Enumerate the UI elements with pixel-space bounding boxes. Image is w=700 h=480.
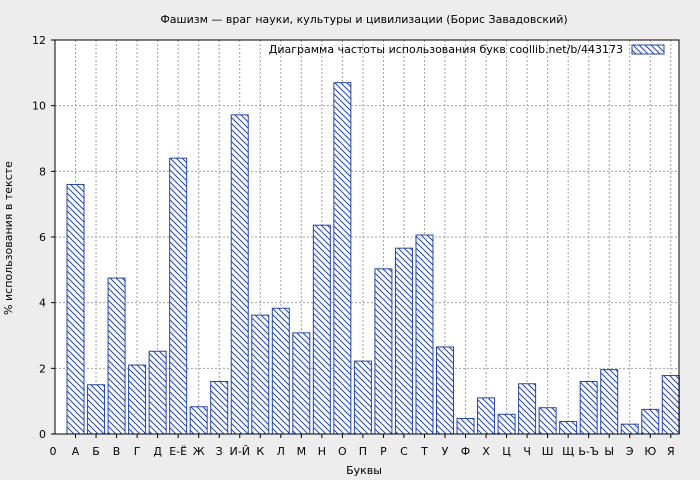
- x-tick-label: Ь-Ъ: [578, 445, 599, 458]
- x-axis-title: Буквы: [346, 464, 382, 477]
- bar-Д: [148, 350, 167, 435]
- bar-Р: [374, 268, 393, 435]
- bar-Т: [415, 234, 434, 435]
- x-tick-label: Д: [153, 445, 162, 458]
- bars: [66, 82, 680, 435]
- bar-Г: [128, 364, 147, 435]
- x-tick-label: Х: [482, 445, 490, 458]
- y-tick-label: 6: [39, 231, 46, 244]
- bar-Ш: [538, 407, 557, 435]
- bar-И-Й: [230, 114, 249, 435]
- x-tick-label: Г: [134, 445, 141, 458]
- x-tick-label: Б: [92, 445, 100, 458]
- bar-Ч: [518, 383, 537, 435]
- y-tick-label: 0: [39, 428, 46, 441]
- x-tick-label: Ц: [502, 445, 511, 458]
- x-tick-label: К: [256, 445, 264, 458]
- bar-Н: [312, 224, 331, 435]
- x-tick-label: Ю: [644, 445, 656, 458]
- y-axis: 0 2 4 6 8 10 12: [32, 34, 55, 441]
- bar-Л: [271, 307, 290, 435]
- x-tick-label: В: [113, 445, 121, 458]
- x-tick-label: Ы: [604, 445, 614, 458]
- x-axis-origin-label: 0: [50, 445, 57, 458]
- x-tick-label: М: [297, 445, 307, 458]
- bar-Я: [661, 375, 680, 435]
- x-tick-label: С: [400, 445, 408, 458]
- x-tick-label: Ф: [461, 445, 470, 458]
- y-tick-label: 10: [32, 100, 46, 113]
- x-tick-label: Е-Ё: [169, 445, 187, 458]
- legend-swatch: [631, 44, 665, 55]
- bar-Б: [87, 384, 106, 435]
- bar-Ж: [189, 406, 208, 435]
- x-tick-label: Ж: [193, 445, 205, 458]
- x-tick-label: О: [338, 445, 347, 458]
- y-tick-label: 8: [39, 165, 46, 178]
- bar-Ю: [641, 408, 660, 435]
- x-tick-label: З: [216, 445, 223, 458]
- bar-Э: [620, 423, 639, 435]
- x-tick-label: Э: [626, 445, 634, 458]
- bar-К: [251, 314, 270, 435]
- y-axis-title: % использования в тексте: [2, 161, 15, 315]
- bar-Ц: [497, 413, 516, 435]
- x-tick-label: Я: [667, 445, 675, 458]
- bar-Ь-Ъ: [579, 380, 598, 435]
- bar-М: [292, 332, 311, 435]
- y-tick-label: 12: [32, 34, 46, 47]
- legend: Диаграмма частоты использования букв coo…: [269, 43, 665, 56]
- bar-Х: [477, 397, 496, 435]
- bar-О: [333, 82, 352, 435]
- x-axis: А Б В Г Д Е-Ё Ж З И-Й К Л М Н О П Р С Т У Ф Х Ц Ч Ш Щ Ь-Ъ Ы Э Ю Я: [72, 434, 675, 458]
- bar-Ф: [456, 418, 475, 435]
- bar-Ы: [600, 369, 619, 435]
- chart-title: Фашизм — враг науки, культуры и цивилиза…: [160, 13, 567, 26]
- bar-Щ: [559, 421, 578, 435]
- x-tick-label: И-Й: [230, 445, 250, 458]
- bar-А: [66, 183, 85, 435]
- x-tick-label: Р: [380, 445, 387, 458]
- bar-З: [210, 380, 229, 435]
- bar-В: [107, 277, 126, 435]
- bar-Е-Ё: [169, 157, 188, 435]
- x-tick-label: У: [442, 445, 449, 458]
- x-tick-label: Т: [420, 445, 428, 458]
- legend-label: Диаграмма частоты использования букв coo…: [269, 43, 623, 56]
- y-tick-label: 4: [39, 297, 46, 310]
- bar-У: [436, 346, 454, 435]
- bar-П: [353, 360, 372, 435]
- x-tick-label: Н: [318, 445, 326, 458]
- x-tick-label: Л: [277, 445, 285, 458]
- x-tick-label: А: [72, 445, 80, 458]
- bar-С: [394, 247, 413, 435]
- x-tick-label: Ш: [542, 445, 554, 458]
- x-tick-label: Щ: [562, 445, 574, 458]
- x-tick-label: П: [359, 445, 367, 458]
- x-tick-label: Ч: [523, 445, 531, 458]
- y-tick-label: 2: [39, 362, 46, 375]
